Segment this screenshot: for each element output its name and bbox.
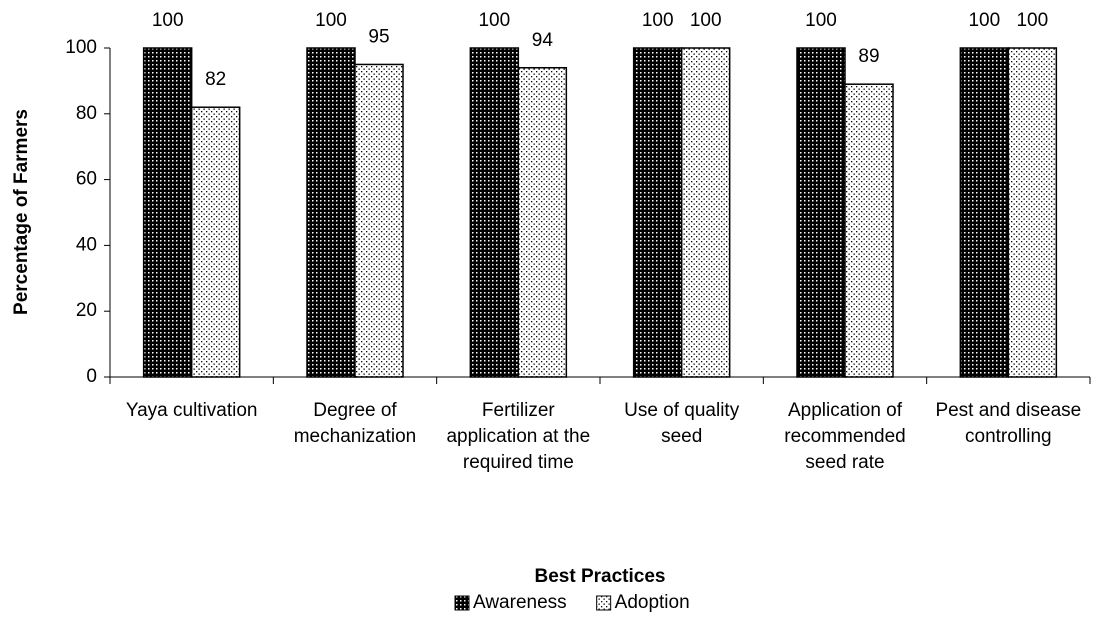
value-label: 89 xyxy=(858,46,879,67)
x-tick-label: Use of quality seed xyxy=(624,400,740,447)
x-tick-label: Yaya cultivation xyxy=(126,400,258,421)
x-tick-label: Fertilizer application at the required tim… xyxy=(446,400,590,473)
x-tick-label: Degree of mechanization xyxy=(294,400,417,447)
bar xyxy=(959,47,1010,378)
y-tick-label: 20 xyxy=(76,300,97,321)
value-label: 100 xyxy=(315,10,347,31)
bar xyxy=(517,66,568,378)
bar xyxy=(354,63,404,378)
legend-swatch xyxy=(454,595,470,611)
x-tick-label: Application of recommended seed rate xyxy=(784,400,905,473)
y-tick-label: 60 xyxy=(76,169,97,190)
bar xyxy=(680,47,731,378)
legend: Awareness Adoption xyxy=(454,592,690,613)
value-label: 95 xyxy=(368,26,389,47)
bar xyxy=(844,83,894,378)
x-axis-title: Best Practices xyxy=(535,566,666,587)
y-tick-label: 40 xyxy=(76,234,97,255)
legend-label: Awareness xyxy=(473,592,567,613)
y-tick-label: 0 xyxy=(86,366,97,387)
bar xyxy=(1007,47,1058,378)
legend-label: Adoption xyxy=(615,592,690,613)
bar xyxy=(142,47,193,378)
bar xyxy=(190,106,241,378)
y-axis-title: Percentage of Farmers xyxy=(11,109,32,315)
value-label: 100 xyxy=(642,10,674,31)
y-tick-label: 100 xyxy=(65,37,97,58)
y-tick-label: 80 xyxy=(76,103,97,124)
value-label: 82 xyxy=(205,69,226,90)
legend-swatch xyxy=(596,595,612,611)
bar xyxy=(469,47,520,378)
bar xyxy=(796,47,846,378)
x-tick-label: Pest and disease controlling xyxy=(935,400,1081,447)
plot: 0 20 40 60 80 100 Yaya cultivation 100 82 Degree … xyxy=(65,10,1091,473)
bar xyxy=(306,47,356,378)
value-label: 94 xyxy=(532,30,554,51)
bar xyxy=(632,47,683,378)
value-label: 100 xyxy=(1016,10,1048,31)
value-label: 100 xyxy=(690,10,722,31)
value-label: 100 xyxy=(152,10,184,31)
value-label: 100 xyxy=(968,10,1000,31)
value-label: 100 xyxy=(805,10,837,31)
value-label: 100 xyxy=(478,10,510,31)
